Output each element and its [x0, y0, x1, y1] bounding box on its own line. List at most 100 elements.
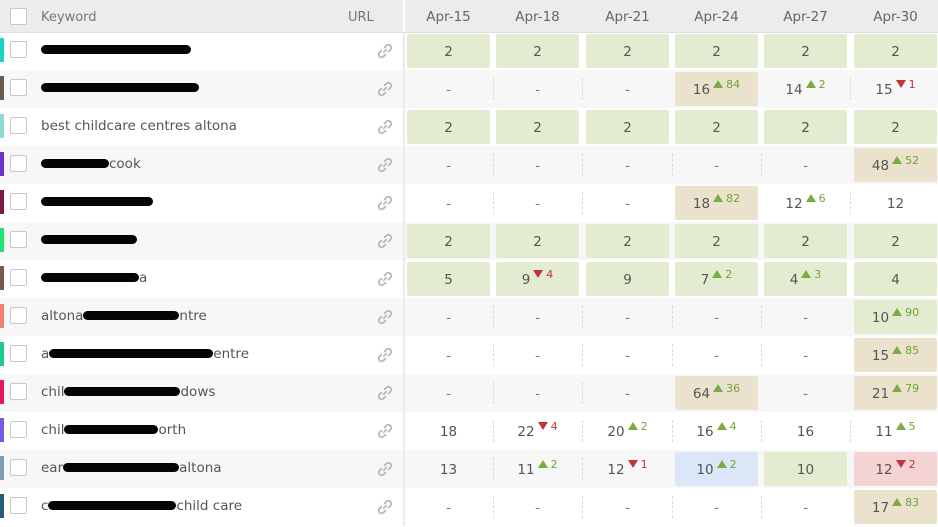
table-row[interactable]: cook - - - - - 48 52 [0, 146, 938, 184]
rank-cell[interactable]: 2 [854, 224, 937, 258]
date-column-header[interactable]: Apr-18 [515, 9, 560, 25]
rank-cell[interactable]: 2 [675, 34, 758, 68]
rank-cell[interactable]: - [496, 148, 583, 182]
rank-cell[interactable]: - [496, 376, 583, 410]
rank-cell[interactable]: - [407, 300, 494, 334]
row-checkbox[interactable] [10, 421, 27, 438]
link-icon[interactable] [376, 118, 394, 136]
link-icon[interactable] [376, 422, 394, 440]
row-checkbox[interactable] [10, 79, 27, 96]
rank-cell[interactable]: 14 2 [764, 72, 851, 106]
rank-cell[interactable]: - [764, 300, 847, 334]
rank-cell[interactable]: 2 [586, 110, 669, 144]
rank-cell[interactable]: 22 4 [496, 414, 583, 448]
rank-cell[interactable]: 10 2 [675, 452, 758, 486]
select-all-checkbox[interactable] [10, 8, 27, 25]
rank-cell[interactable]: - [496, 72, 583, 106]
rank-cell[interactable]: - [764, 376, 847, 410]
rank-cell[interactable]: - [586, 148, 673, 182]
rank-cell[interactable]: 18 82 [675, 186, 758, 220]
rank-cell[interactable]: 48 52 [854, 148, 937, 182]
rank-cell[interactable]: 12 [854, 186, 937, 220]
date-column-header[interactable]: Apr-21 [605, 9, 650, 25]
rank-cell[interactable]: 2 [675, 110, 758, 144]
rank-cell[interactable]: 12 2 [854, 452, 937, 486]
rank-cell[interactable]: 15 85 [854, 338, 937, 372]
row-checkbox[interactable] [10, 307, 27, 324]
link-icon[interactable] [376, 384, 394, 402]
rank-cell[interactable]: - [586, 300, 673, 334]
rank-cell[interactable]: 2 [496, 224, 579, 258]
table-row[interactable]: c child care - - - - - 17 83 [0, 488, 938, 526]
table-row[interactable]: ear altona 13 11 2 12 1 10 2 10 12 2 [0, 450, 938, 488]
rank-cell[interactable]: - [675, 300, 762, 334]
table-row[interactable]: altona ntre - - - - - 10 90 [0, 298, 938, 336]
rank-cell[interactable]: 2 [496, 110, 579, 144]
rank-cell[interactable]: 5 [407, 262, 490, 296]
row-checkbox[interactable] [10, 459, 27, 476]
row-checkbox[interactable] [10, 117, 27, 134]
rank-cell[interactable]: - [675, 490, 762, 524]
rank-cell[interactable]: 2 [407, 34, 490, 68]
rank-cell[interactable]: 2 [407, 224, 490, 258]
rank-cell[interactable]: - [407, 376, 494, 410]
rank-cell[interactable]: - [586, 72, 669, 106]
link-icon[interactable] [376, 346, 394, 364]
link-icon[interactable] [376, 308, 394, 326]
rank-cell[interactable]: 2 [586, 224, 669, 258]
rank-cell[interactable]: - [496, 300, 583, 334]
rank-cell[interactable]: 2 [854, 34, 937, 68]
rank-cell[interactable]: 20 2 [586, 414, 673, 448]
rank-cell[interactable]: 13 [407, 452, 494, 486]
rank-cell[interactable]: 4 [854, 262, 937, 296]
rank-cell[interactable]: - [407, 148, 494, 182]
link-icon[interactable] [376, 232, 394, 250]
rank-cell[interactable]: - [586, 338, 673, 372]
rank-cell[interactable]: - [407, 490, 494, 524]
row-checkbox[interactable] [10, 497, 27, 514]
row-checkbox[interactable] [10, 231, 27, 248]
rank-cell[interactable]: 11 5 [854, 414, 937, 448]
rank-cell[interactable]: 12 6 [764, 186, 851, 220]
rank-cell[interactable]: 2 [764, 224, 847, 258]
rank-cell[interactable]: - [764, 338, 847, 372]
rank-cell[interactable]: 2 [496, 34, 579, 68]
table-row[interactable]: 2 2 2 2 2 2 [0, 32, 938, 70]
rank-cell[interactable]: 18 [407, 414, 494, 448]
date-column-header[interactable]: Apr-27 [783, 9, 828, 25]
link-icon[interactable] [376, 270, 394, 288]
date-column-header[interactable]: Apr-30 [873, 9, 918, 25]
rank-cell[interactable]: 2 [764, 34, 847, 68]
rank-cell[interactable]: - [496, 338, 583, 372]
rank-cell[interactable]: - [675, 148, 762, 182]
rank-cell[interactable]: 12 1 [586, 452, 669, 486]
rank-cell[interactable]: - [764, 490, 847, 524]
rank-cell[interactable]: - [586, 490, 673, 524]
row-checkbox[interactable] [10, 155, 27, 172]
table-row[interactable]: a entre - - - - - 15 85 [0, 336, 938, 374]
rank-cell[interactable]: 10 [764, 452, 847, 486]
rank-cell[interactable]: 21 79 [854, 376, 937, 410]
rank-cell[interactable]: 10 90 [854, 300, 937, 334]
rank-cell[interactable]: 15 1 [854, 72, 937, 106]
link-icon[interactable] [376, 42, 394, 60]
link-icon[interactable] [376, 156, 394, 174]
link-icon[interactable] [376, 498, 394, 516]
table-row[interactable]: - - -18 82 12 6 12 [0, 184, 938, 222]
table-row[interactable]: best childcare centres altona 2 2 2 2 2 2 [0, 108, 938, 146]
rank-cell[interactable]: - [675, 338, 762, 372]
table-row[interactable]: chil dows - - - 64 36 - 21 79 [0, 374, 938, 412]
rank-cell[interactable]: 11 2 [496, 452, 583, 486]
keyword-column-header[interactable]: Keyword [41, 10, 97, 25]
table-row[interactable]: 2 2 2 2 2 2 [0, 222, 938, 260]
url-column-header[interactable]: URL [348, 10, 374, 25]
rank-cell[interactable]: - [407, 186, 494, 220]
rank-cell[interactable]: - [586, 186, 669, 220]
rank-cell[interactable]: 16 4 [675, 414, 762, 448]
rank-cell[interactable]: 64 36 [675, 376, 758, 410]
rank-cell[interactable]: - [496, 186, 583, 220]
rank-cell[interactable]: 2 [586, 34, 669, 68]
rank-cell[interactable]: - [764, 148, 847, 182]
